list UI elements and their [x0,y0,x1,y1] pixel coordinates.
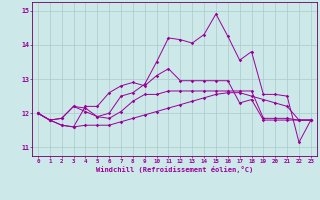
X-axis label: Windchill (Refroidissement éolien,°C): Windchill (Refroidissement éolien,°C) [96,166,253,173]
